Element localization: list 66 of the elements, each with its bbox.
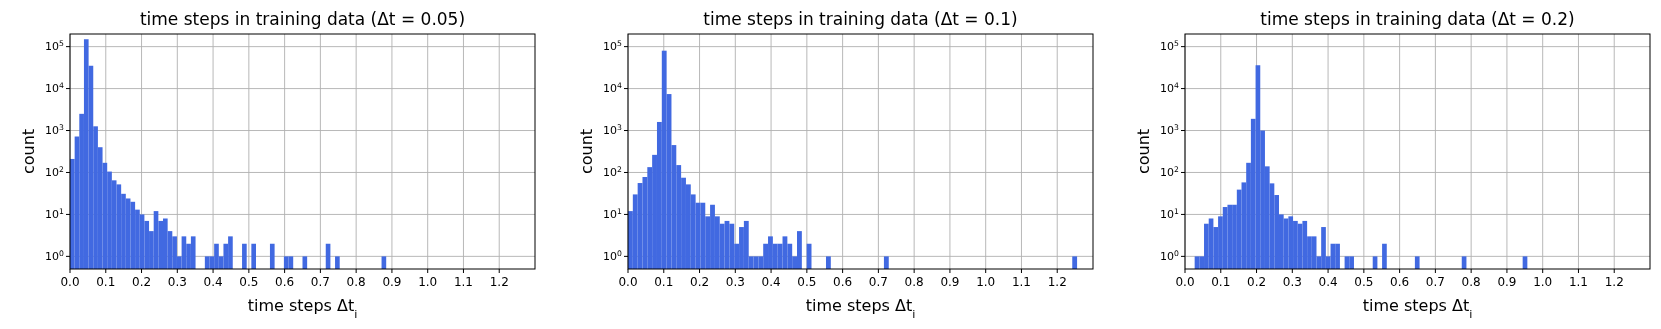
x-tick-label: 0.0 [618,275,638,289]
x-tick-label: 0.5 [797,275,817,289]
y-tick-label: 10$^{2}$ [603,164,623,180]
x-tick-label: 0.7 [868,275,888,289]
x-tick-label: 0.7 [310,275,330,289]
y-tick-label: 10$^{5}$ [603,38,623,54]
y-tick-label: 10$^{2}$ [45,164,65,180]
x-tick-label: 0.8 [904,275,924,289]
x-tick-label: 1.1 [453,275,474,289]
x-tick-label: 0.8 [1461,275,1481,289]
x-tick-label: 1.1 [1011,275,1032,289]
x-tick-label: 0.2 [689,275,710,289]
y-tick-label: 10$^{3}$ [1160,122,1180,138]
y-tick-label: 10$^{4}$ [603,80,623,96]
x-tick-label: 0.5 [239,275,259,289]
y-axis-title: count [577,128,596,175]
x-axis-title: time steps Δt$_{i}$ [805,296,916,321]
y-tick-label: 10$^{4}$ [45,80,65,96]
y-axis-title: count [1134,128,1153,175]
x-tick-label: 1.2 [1604,275,1624,289]
x-tick-label: 0.6 [1390,275,1410,289]
x-tick-label: 0.5 [1354,275,1374,289]
x-tick-label: 0.8 [346,275,366,289]
x-tick-label: 0.9 [940,275,960,289]
x-tick-label: 0.4 [761,275,781,289]
y-tick-label: 10$^{3}$ [45,122,65,138]
y-tick-label: 10$^{3}$ [603,122,623,138]
y-tick-label: 10$^{1}$ [45,206,65,222]
x-axis-title: time steps Δt$_{i}$ [247,296,358,321]
y-tick-label: 10$^{1}$ [603,206,623,222]
chart-title: time steps in training data (Δt = 0.05) [139,9,466,29]
x-tick-label: 0.1 [96,275,116,289]
x-tick-label: 0.4 [203,275,223,289]
y-tick-label: 10$^{0}$ [603,248,623,264]
x-axis-title: time steps Δt$_{i}$ [1362,296,1473,321]
x-tick-label: 0.2 [1246,275,1267,289]
chart-title: time steps in training data (Δt = 0.2) [1260,9,1575,29]
x-tick-label: 1.0 [976,275,996,289]
y-axis-title: count [19,128,38,175]
x-tick-label: 0.6 [833,275,853,289]
x-tick-label: 0.7 [1425,275,1445,289]
x-tick-label: 0.4 [1318,275,1338,289]
x-tick-label: 0.9 [1497,275,1517,289]
y-tick-label: 10$^{2}$ [1160,164,1180,180]
y-tick-label: 10$^{0}$ [1160,248,1180,264]
x-tick-label: 0.6 [275,275,295,289]
x-tick-label: 0.3 [725,275,745,289]
chart-title: time steps in training data (Δt = 0.1) [703,9,1018,29]
y-tick-label: 10$^{4}$ [1160,80,1180,96]
x-tick-label: 0.0 [1175,275,1195,289]
x-tick-label: 0.3 [167,275,187,289]
y-tick-label: 10$^{0}$ [45,248,65,264]
x-tick-label: 0.0 [60,275,80,289]
x-tick-label: 0.9 [382,275,402,289]
x-tick-label: 1.0 [1533,275,1553,289]
y-tick-label: 10$^{5}$ [45,38,65,54]
x-tick-label: 1.2 [489,275,509,289]
x-tick-label: 1.1 [1568,275,1589,289]
x-tick-label: 1.0 [418,275,438,289]
x-tick-label: 0.3 [1282,275,1302,289]
x-tick-label: 1.2 [1047,275,1067,289]
y-tick-label: 10$^{5}$ [1160,38,1180,54]
y-tick-label: 10$^{1}$ [1160,206,1180,222]
x-tick-label: 0.1 [1211,275,1231,289]
x-tick-label: 0.2 [131,275,152,289]
x-tick-label: 0.1 [654,275,674,289]
